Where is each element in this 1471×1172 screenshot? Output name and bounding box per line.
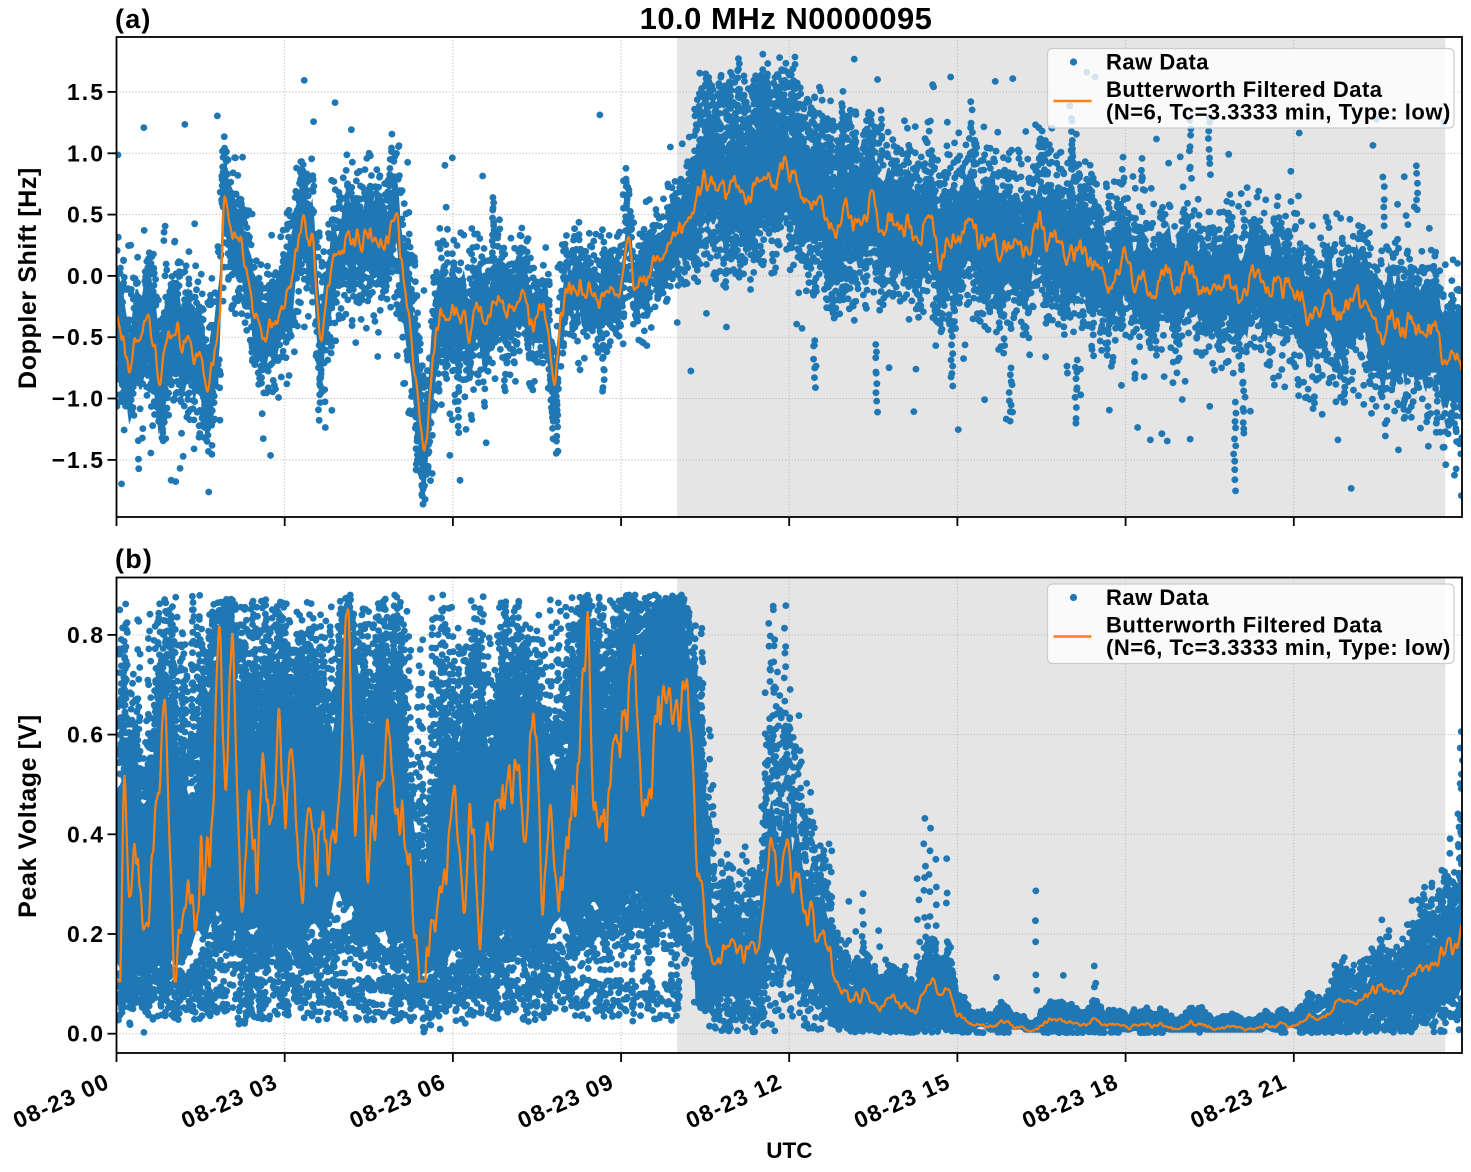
svg-text:0.4: 0.4 <box>67 821 105 847</box>
svg-text:0.0: 0.0 <box>67 263 105 289</box>
svg-text:UTC: UTC <box>766 1138 812 1163</box>
svg-text:0.2: 0.2 <box>67 921 105 947</box>
svg-text:0.6: 0.6 <box>67 722 105 748</box>
svg-text:(N=6, Tc=3.3333 min, Type: low: (N=6, Tc=3.3333 min, Type: low) <box>1106 635 1451 660</box>
svg-text:10.0 MHz N0000095: 10.0 MHz N0000095 <box>640 1 933 36</box>
svg-text:0.0: 0.0 <box>67 1021 105 1047</box>
svg-text:Doppler Shift [Hz]: Doppler Shift [Hz] <box>14 167 42 389</box>
svg-text:0.5: 0.5 <box>67 202 105 228</box>
svg-text:(N=6, Tc=3.3333 min, Type: low: (N=6, Tc=3.3333 min, Type: low) <box>1106 100 1451 125</box>
svg-text:Butterworth Filtered Data: Butterworth Filtered Data <box>1106 77 1383 102</box>
svg-text:0.8: 0.8 <box>67 622 105 648</box>
svg-text:(a): (a) <box>115 4 152 34</box>
svg-text:Butterworth Filtered Data: Butterworth Filtered Data <box>1106 613 1383 638</box>
svg-text:−0.5: −0.5 <box>52 324 105 350</box>
svg-text:Raw Data: Raw Data <box>1106 585 1209 610</box>
svg-text:Peak Voltage [V]: Peak Voltage [V] <box>14 714 42 918</box>
svg-text:−1.0: −1.0 <box>52 386 105 412</box>
svg-text:−1.5: −1.5 <box>52 447 105 473</box>
svg-text:1.0: 1.0 <box>67 140 105 166</box>
svg-text:1.5: 1.5 <box>67 79 105 105</box>
svg-text:Raw Data: Raw Data <box>1106 50 1209 75</box>
svg-text:(b): (b) <box>115 544 153 574</box>
